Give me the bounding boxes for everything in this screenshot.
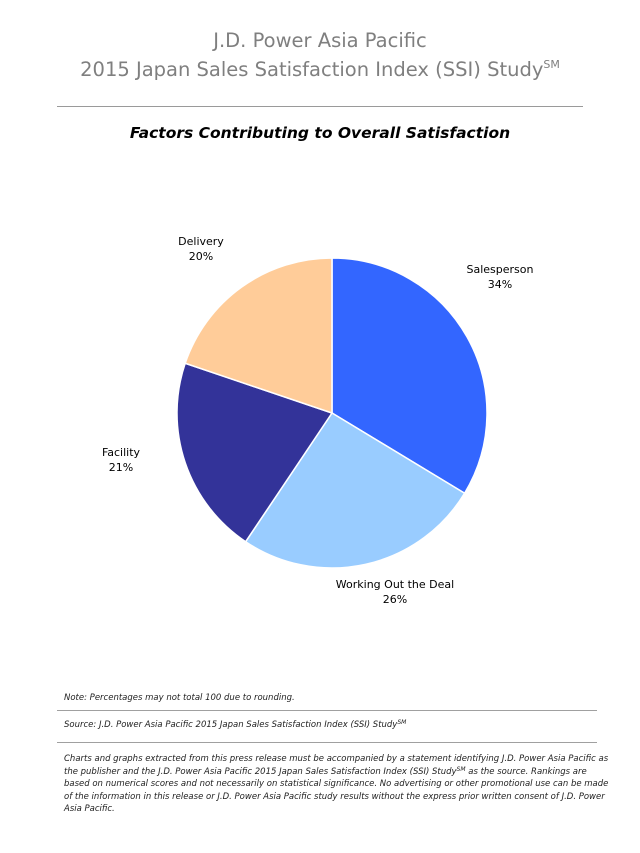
pie-slice-facility xyxy=(176,362,334,543)
slice-value-working-out-the-deal: 26% xyxy=(382,593,408,606)
header-line-2-text: 2015 Japan Sales Satisfaction Index (SSI… xyxy=(80,58,544,81)
header-line-2: 2015 Japan Sales Satisfaction Index (SSI… xyxy=(0,55,640,84)
slice-value-facility: 21% xyxy=(108,461,134,474)
disclaimer-part-2: as the source. Rankings are based on num… xyxy=(64,766,609,815)
disclaimer-service-mark: SM xyxy=(456,765,466,773)
source-service-mark: SM xyxy=(397,719,407,726)
slice-label-working-out-the-deal: Working Out the Deal 26% xyxy=(320,577,470,607)
slice-label-facility: Facility 21% xyxy=(91,445,151,475)
note-divider xyxy=(57,710,597,711)
slice-value-delivery: 20% xyxy=(188,250,214,263)
slice-name-delivery: Delivery xyxy=(178,235,224,248)
pie-slice-working-out-the-deal xyxy=(244,411,466,569)
source-divider xyxy=(57,742,597,743)
slice-value-salesperson: 34% xyxy=(487,278,513,291)
page-header: J.D. Power Asia Pacific 2015 Japan Sales… xyxy=(0,26,640,84)
pie-chart xyxy=(176,257,488,569)
header-service-mark: SM xyxy=(543,58,560,71)
slice-label-salesperson: Salesperson 34% xyxy=(445,262,555,292)
pie-slice-salesperson xyxy=(331,257,488,495)
slice-name-salesperson: Salesperson xyxy=(466,263,534,276)
rounding-note: Note: Percentages may not total 100 due … xyxy=(64,693,295,703)
header-line-1: J.D. Power Asia Pacific xyxy=(213,29,427,52)
chart-title: Factors Contributing to Overall Satisfac… xyxy=(129,124,511,142)
source-text: Source: J.D. Power Asia Pacific 2015 Jap… xyxy=(64,720,398,730)
source-line: Source: J.D. Power Asia Pacific 2015 Jap… xyxy=(64,719,407,731)
header-divider xyxy=(57,106,583,107)
slice-label-delivery: Delivery 20% xyxy=(166,234,236,264)
disclaimer-part-1: Charts and graphs extracted from this pr… xyxy=(64,754,609,777)
usage-disclaimer: Charts and graphs extracted from this pr… xyxy=(64,753,612,816)
slice-name-working-out-the-deal: Working Out the Deal xyxy=(335,578,455,591)
slice-name-facility: Facility xyxy=(101,446,141,459)
pie-slice-delivery xyxy=(184,257,333,415)
